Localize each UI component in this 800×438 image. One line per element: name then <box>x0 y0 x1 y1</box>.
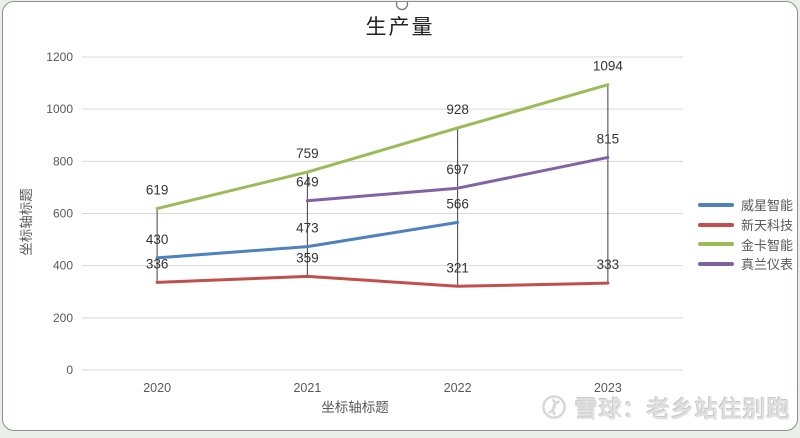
y-axis-title: 坐标轴标题 <box>19 188 34 256</box>
watermark: 雪球：老乡站住别跑 <box>541 390 791 424</box>
data-label: 333 <box>597 257 620 272</box>
series-line-2 <box>155 83 610 211</box>
legend-item-0: 威星智能 <box>698 195 793 215</box>
selection-handle <box>395 2 409 11</box>
legend-swatch-icon <box>698 261 734 266</box>
data-label: 473 <box>296 221 319 236</box>
y-tick-label: 1200 <box>46 50 73 64</box>
data-label: 928 <box>446 102 469 117</box>
chart-title: 生产量 <box>365 15 435 39</box>
legend-item-1: 新天科技 <box>698 215 793 235</box>
series-line-3 <box>305 155 610 203</box>
legend-label: 真兰仪表 <box>741 257 794 273</box>
legend-swatch-icon <box>698 222 734 227</box>
watermark-text: 雪球：老乡站住别跑 <box>575 396 791 422</box>
y-tick-label: 0 <box>66 363 73 377</box>
legend: 威星智能新天科技金卡智能真兰仪表 <box>698 195 793 274</box>
legend-item-2: 金卡智能 <box>698 234 793 254</box>
y-tick-label: 1000 <box>46 102 73 116</box>
series-line-1 <box>155 274 610 288</box>
x-tick-label: 2022 <box>444 381 472 395</box>
legend-swatch-icon <box>698 242 734 247</box>
data-label: 815 <box>597 131 620 146</box>
data-label: 619 <box>146 183 169 198</box>
xueqiu-logo-icon <box>542 395 566 419</box>
chart-frame: 生产量 0 200 400 600 800 1000 1200 430 473 566 336 359… <box>2 1 798 431</box>
legend-item-3: 真兰仪表 <box>698 254 793 274</box>
series-line-0 <box>155 220 460 260</box>
data-label: 321 <box>446 260 469 275</box>
y-tick-label: 800 <box>53 154 73 168</box>
data-label: 1094 <box>593 59 624 74</box>
x-tick-label: 2023 <box>594 381 622 395</box>
data-label: 697 <box>446 162 469 177</box>
y-tick-label: 400 <box>53 259 73 273</box>
x-tick-label: 2020 <box>143 381 171 395</box>
y-tick-label: 200 <box>53 311 73 325</box>
plot-area: 0 200 400 600 800 1000 1200 430 473 566 336 359 321 3… <box>19 2 683 415</box>
legend-swatch-icon <box>698 202 734 207</box>
data-label: 566 <box>446 196 469 211</box>
data-label: 649 <box>296 175 319 190</box>
legend-label: 新天科技 <box>741 218 794 234</box>
data-label: 336 <box>146 256 169 271</box>
x-tick-label: 2021 <box>293 381 321 395</box>
y-tick-label: 600 <box>53 207 73 221</box>
data-label: 430 <box>146 232 169 247</box>
data-label: 359 <box>296 250 319 265</box>
legend-label: 金卡智能 <box>741 237 794 253</box>
x-axis-title: 坐标轴标题 <box>321 400 389 415</box>
legend-label: 威星智能 <box>741 198 794 214</box>
data-label: 759 <box>296 146 319 161</box>
